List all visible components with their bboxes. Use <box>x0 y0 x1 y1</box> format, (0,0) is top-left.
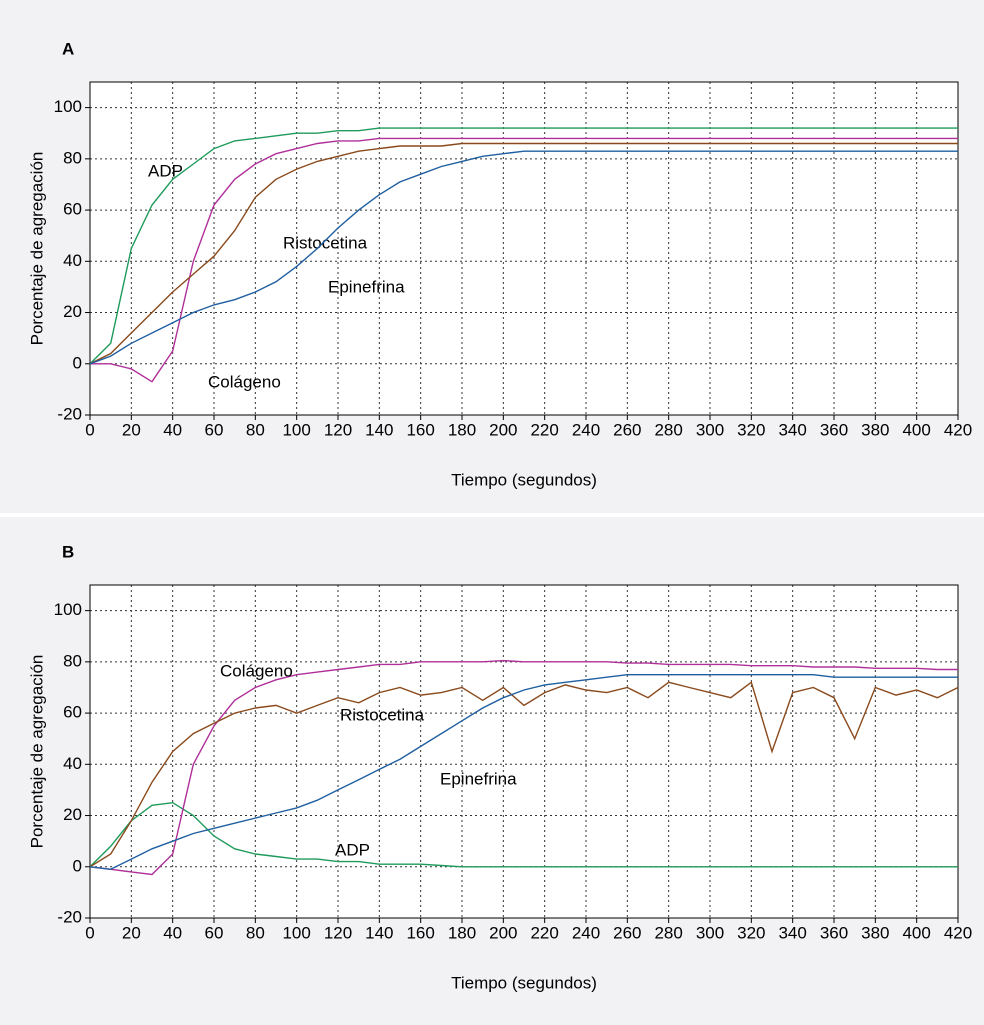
x-tick-label: 200 <box>489 420 517 439</box>
x-tick-label: 80 <box>246 420 265 439</box>
panel-label: A <box>62 39 74 58</box>
y-tick-label: 60 <box>63 703 82 722</box>
separator <box>0 513 984 517</box>
x-tick-label: 400 <box>902 923 930 942</box>
y-tick-label: 40 <box>63 251 82 270</box>
x-tick-label: 300 <box>696 420 724 439</box>
x-tick-label: 120 <box>324 923 352 942</box>
series-line <box>89 150 958 365</box>
series-line <box>89 142 958 365</box>
y-axis-title: Porcentaje de agregación <box>27 655 46 849</box>
x-axis-title: Tiempo (segundos) <box>451 470 597 489</box>
x-tick-label: 200 <box>489 923 517 942</box>
x-tick-label: 80 <box>246 923 265 942</box>
x-tick-label: 400 <box>902 420 930 439</box>
x-tick-label: 360 <box>820 923 848 942</box>
x-tick-label: 240 <box>572 923 600 942</box>
series-label: ADP <box>335 840 370 859</box>
series-line <box>90 137 958 383</box>
y-tick-label: 0 <box>73 856 82 875</box>
x-tick-label: 380 <box>861 923 889 942</box>
series-line <box>89 674 958 871</box>
x-tick-label: 180 <box>448 923 476 942</box>
series-label: Epinefrina <box>328 277 405 296</box>
x-tick-label: 40 <box>163 923 182 942</box>
x-tick-label: 240 <box>572 420 600 439</box>
y-axis-title: Porcentaje de agregación <box>27 152 46 346</box>
x-tick-label: 60 <box>205 420 224 439</box>
series-label: Epinefrina <box>440 769 517 788</box>
x-tick-label: 220 <box>530 420 558 439</box>
x-tick-label: 320 <box>737 420 765 439</box>
x-tick-label: 320 <box>737 923 765 942</box>
plot-area <box>90 585 958 918</box>
x-tick-label: 180 <box>448 420 476 439</box>
x-tick-label: 380 <box>861 420 889 439</box>
series-line <box>89 681 959 868</box>
plot-frame <box>89 81 959 416</box>
y-tick-label: 0 <box>73 353 82 372</box>
series-label: Colágeno <box>208 372 281 391</box>
series-label: Ristocetina <box>283 233 368 252</box>
x-tick-label: 160 <box>406 923 434 942</box>
x-tick-label: 260 <box>613 420 641 439</box>
series-line <box>89 659 958 876</box>
x-tick-label: 100 <box>282 923 310 942</box>
x-tick-label: 420 <box>944 420 972 439</box>
y-tick-label: 40 <box>63 754 82 773</box>
x-tick-label: 120 <box>324 420 352 439</box>
x-tick-label: 140 <box>365 923 393 942</box>
y-tick-label: 80 <box>63 148 82 167</box>
y-tick-label: 20 <box>63 805 82 824</box>
x-tick-label: 280 <box>654 923 682 942</box>
x-tick-label: 300 <box>696 923 724 942</box>
x-tick-label: 0 <box>85 420 94 439</box>
series-label: Colágeno <box>220 661 293 680</box>
x-tick-label: 260 <box>613 923 641 942</box>
x-tick-label: 360 <box>820 420 848 439</box>
y-tick-label: 20 <box>63 302 82 321</box>
y-tick-label: 100 <box>54 97 82 116</box>
x-axis-title: Tiempo (segundos) <box>451 973 597 992</box>
x-tick-label: 20 <box>122 420 141 439</box>
series-label: Ristocetina <box>340 705 425 724</box>
x-tick-label: 220 <box>530 923 558 942</box>
plot-frame <box>89 584 959 919</box>
x-tick-label: 20 <box>122 923 141 942</box>
x-tick-label: 140 <box>365 420 393 439</box>
x-tick-label: 60 <box>205 923 224 942</box>
y-tick-label: -20 <box>57 907 82 926</box>
x-tick-label: 40 <box>163 420 182 439</box>
y-tick-label: 100 <box>54 600 82 619</box>
x-tick-label: 420 <box>944 923 972 942</box>
series-line <box>89 801 958 868</box>
series-label: ADP <box>148 161 183 180</box>
x-tick-label: 280 <box>654 420 682 439</box>
panel-label: B <box>62 542 74 561</box>
plot-area <box>90 82 958 415</box>
series-line <box>89 127 958 365</box>
y-tick-label: 60 <box>63 200 82 219</box>
x-tick-label: 100 <box>282 420 310 439</box>
x-tick-label: 340 <box>778 420 806 439</box>
x-tick-label: 160 <box>406 420 434 439</box>
y-tick-label: 80 <box>63 651 82 670</box>
x-tick-label: 0 <box>85 923 94 942</box>
y-tick-label: -20 <box>57 404 82 423</box>
x-tick-label: 340 <box>778 923 806 942</box>
